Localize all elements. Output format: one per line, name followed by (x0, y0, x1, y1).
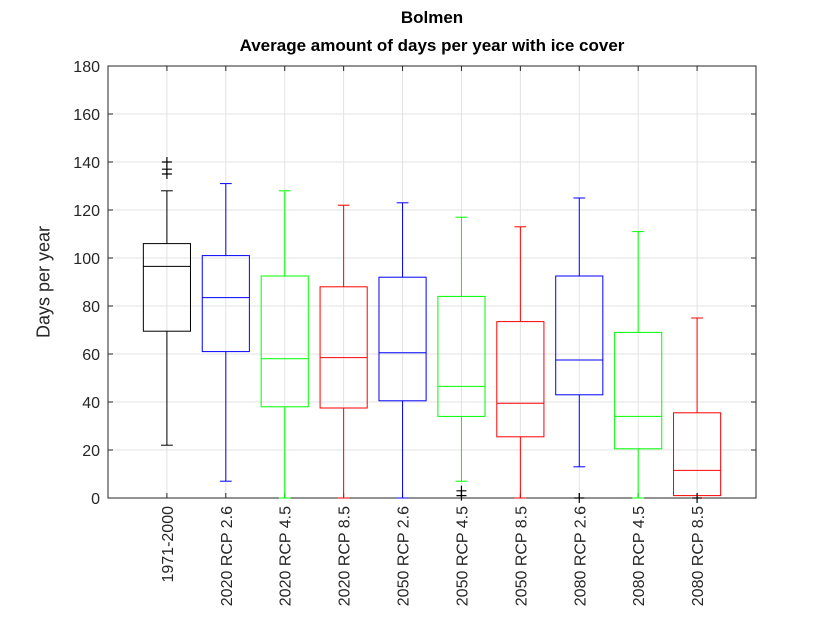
box-iqr (496, 321, 545, 438)
x-tick-label: 2080 RCP 2.6 (572, 506, 589, 606)
x-tick-label: 1971-2000 (160, 506, 177, 583)
x-tick-label: 2020 RCP 4.5 (278, 506, 295, 606)
axes-box (107, 65, 757, 499)
box-9 (673, 317, 722, 503)
box-8 (614, 231, 663, 499)
box-iqr (614, 331, 663, 450)
box-6 (496, 226, 545, 499)
x-tick-label: 2050 RCP 4.5 (454, 506, 471, 606)
y-tick-label: 0 (91, 491, 100, 508)
y-tick-label: 140 (73, 155, 100, 172)
chart-subtitle: Average amount of days per year with ice… (239, 36, 625, 55)
box-4 (378, 202, 427, 499)
y-tick-label: 40 (82, 395, 100, 412)
box-0 (142, 157, 191, 446)
plot-background (108, 66, 756, 498)
box-5 (437, 216, 486, 501)
box-iqr (201, 255, 250, 353)
y-tick-label: 80 (82, 299, 100, 316)
box-iqr (260, 275, 309, 408)
outlier-marker (692, 493, 703, 503)
x-tick-label: 2080 RCP 4.5 (631, 506, 648, 606)
box-1 (201, 183, 250, 482)
x-tick-label: 2020 RCP 8.5 (337, 506, 354, 606)
y-tick-label: 60 (82, 347, 100, 364)
outlier-marker (456, 485, 467, 496)
x-tick-label: 2050 RCP 2.6 (396, 506, 413, 606)
x-tick-label: 2020 RCP 2.6 (219, 506, 236, 606)
outlier-marker (161, 157, 172, 167)
y-tick-label: 160 (73, 107, 100, 124)
x-tick-label: 2050 RCP 8.5 (513, 506, 530, 606)
box-iqr (437, 295, 486, 417)
chart-title: Bolmen (400, 8, 464, 27)
box-2 (260, 190, 309, 499)
box-3 (319, 204, 368, 499)
box-7 (555, 197, 604, 503)
y-tick-label: 120 (73, 203, 100, 220)
box-iqr (555, 275, 604, 396)
x-tick-label: 2080 RCP 8.5 (690, 506, 707, 606)
outlier-marker (574, 493, 585, 503)
y-tick-label: 180 (73, 59, 100, 76)
y-tick-label: 20 (82, 443, 100, 460)
box-iqr (142, 243, 191, 332)
y-tick-label: 100 (73, 251, 100, 268)
box-iqr (378, 276, 427, 402)
box-iqr (319, 286, 368, 409)
